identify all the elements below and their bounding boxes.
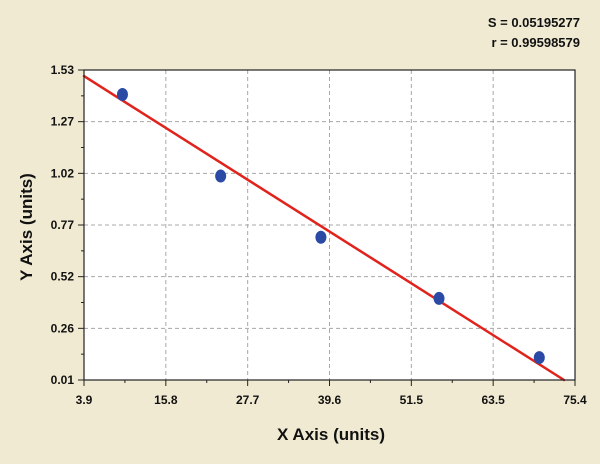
data-point [215,169,227,183]
x-tick-label: 15.8 [154,393,178,407]
y-tick-label: 1.27 [51,115,75,129]
y-axis-label: Y Axis (units) [17,173,36,281]
x-tick-label: 39.6 [318,393,342,407]
x-tick-label: 27.7 [236,393,260,407]
r-value: r = 0.99598579 [491,35,580,50]
x-tick-label: 63.5 [481,393,505,407]
regression-line [82,74,566,382]
data-points [116,87,545,365]
grid-lines [84,70,575,380]
axis-ticks: 3.9 15.8 27.7 39.6 51.5 63.5 75.4 1.53 1.27 1.02 0… [51,63,587,407]
y-tick-label: 1.02 [51,166,75,180]
fit-line-layer [82,74,566,382]
x-tick-label: 3.9 [76,393,93,407]
s-value: S = 0.05195277 [487,15,580,30]
y-tick-label: 0.01 [51,373,75,387]
x-axis-label: X Axis (units) [277,425,385,444]
y-tick-label: 0.52 [51,270,75,284]
y-tick-label: 0.26 [51,321,75,335]
x-tick-label: 51.5 [400,393,424,407]
data-point [116,87,128,101]
fit-statistics: S = 0.05195277 r = 0.99598579 [488,13,580,53]
x-tick-label: 75.4 [563,393,587,407]
plot-frame [83,69,576,381]
data-point [433,291,445,305]
y-tick-label: 1.53 [51,63,75,77]
data-point [315,230,327,244]
y-tick-label: 0.77 [51,218,75,232]
data-point [533,351,545,365]
